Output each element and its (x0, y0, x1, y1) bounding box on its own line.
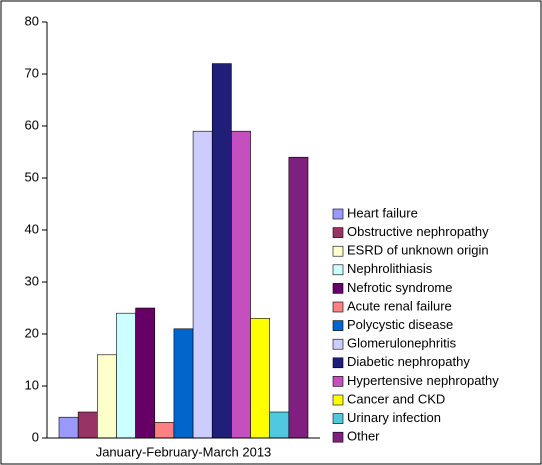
y-tick-label: 60 (25, 117, 39, 132)
y-tick-label: 70 (25, 65, 39, 80)
bar (154, 422, 175, 439)
legend-swatch (332, 283, 344, 294)
legend-swatch (332, 413, 344, 424)
bar (135, 307, 156, 439)
legend-label: Nephrolithiasis (347, 261, 433, 276)
legend-label: ESRD of unknown origin (347, 243, 489, 258)
legend-label: Nefrotic syndrome (347, 280, 452, 295)
y-tick-label: 40 (25, 221, 39, 236)
bar (192, 130, 213, 439)
legend-label: Hypertensive nephropathy (347, 373, 499, 388)
bar (250, 318, 270, 439)
legend-swatch (332, 376, 344, 387)
legend-swatch (332, 431, 344, 443)
legend-label: Other (347, 429, 380, 444)
y-tick-label: 50 (25, 169, 39, 184)
bar (116, 312, 136, 439)
y-tick-label: 20 (25, 325, 39, 340)
legend-label: Heart failure (347, 205, 418, 220)
legend-swatch (332, 245, 344, 257)
bar (231, 130, 251, 439)
legend-swatch (332, 208, 344, 220)
legend-label: Polycystic disease (347, 317, 453, 332)
bar (211, 63, 232, 439)
bar (173, 328, 194, 439)
legend-label: Cancer and CKD (347, 391, 445, 406)
legend-swatch (332, 394, 344, 406)
legend-swatch (332, 301, 344, 313)
bar (97, 354, 117, 439)
legend-label: Diabetic nephropathy (347, 354, 470, 369)
legend-swatch (332, 320, 344, 331)
legend-label: Urinary infection (347, 410, 441, 425)
y-tick-label: 30 (25, 273, 39, 288)
bar (288, 156, 309, 439)
y-tick-label: 0 (32, 429, 39, 444)
legend-swatch (332, 264, 344, 276)
legend-label: Glomerulonephritis (347, 336, 457, 351)
legend-label: Obstructive nephropathy (347, 224, 489, 239)
bar (77, 411, 98, 439)
legend-swatch (332, 357, 344, 369)
y-tick-label: 80 (25, 13, 39, 28)
legend-swatch (332, 227, 344, 238)
y-tick-label: 10 (25, 377, 39, 392)
legend-label: Acute renal failure (347, 298, 452, 313)
x-tick-label: January-February-March 2013 (96, 444, 272, 459)
bar (269, 411, 290, 439)
bar (58, 416, 79, 439)
legend-swatch (332, 338, 344, 350)
